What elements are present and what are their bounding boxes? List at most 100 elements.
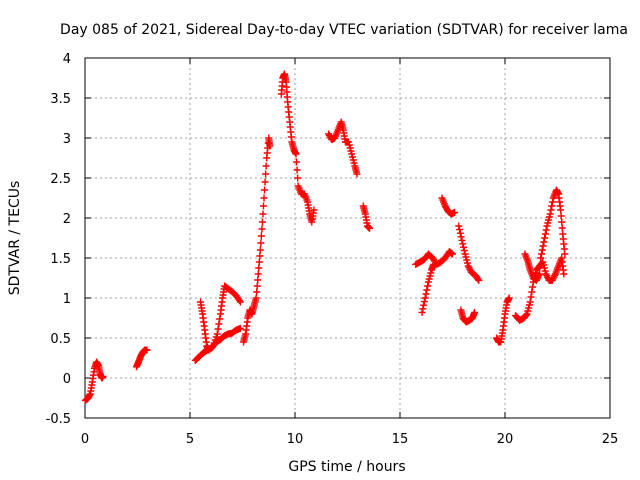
x-tick-label: 10 xyxy=(287,432,304,447)
data-point-marker xyxy=(522,311,530,319)
data-point-marker xyxy=(214,325,222,333)
data-point-marker xyxy=(560,270,568,278)
data-point-marker xyxy=(456,226,464,234)
plot-border xyxy=(84,57,611,419)
y-tick-label: 3.5 xyxy=(50,92,71,107)
data-point-marker xyxy=(474,275,482,283)
data-point-marker xyxy=(537,250,545,258)
data-point-marker xyxy=(260,202,267,210)
data-point-marker xyxy=(558,218,566,226)
data-point-marker xyxy=(262,170,270,178)
data-point-marker xyxy=(266,142,274,150)
data-point-marker xyxy=(538,246,546,254)
y-tick-label: 3 xyxy=(63,132,71,147)
data-point-marker xyxy=(528,288,536,296)
data-point-marker xyxy=(293,158,301,166)
data-point-marker xyxy=(541,230,549,238)
data-point-marker xyxy=(455,222,463,230)
y-tick-label: -0.5 xyxy=(46,412,71,427)
y-tick-label: 0.5 xyxy=(50,332,71,347)
y-tick-label: 1 xyxy=(63,292,71,307)
data-point-marker xyxy=(557,212,565,220)
data-point-marker xyxy=(261,186,269,194)
data-point-marker xyxy=(546,210,554,218)
data-point-marker xyxy=(541,234,549,242)
data-point-marker xyxy=(292,150,300,158)
data-point-marker xyxy=(293,166,301,174)
data-point-marker xyxy=(527,293,535,301)
data-point-marker xyxy=(253,282,261,290)
grid-lines xyxy=(85,58,610,418)
y-tick-label: 0 xyxy=(63,372,71,387)
data-point-marker xyxy=(420,298,428,306)
data-points xyxy=(81,70,569,404)
data-point-marker xyxy=(208,343,216,351)
data-point-marker xyxy=(256,246,264,254)
data-point-marker xyxy=(542,226,550,234)
data-point-marker xyxy=(471,308,479,316)
data-point-marker xyxy=(256,252,264,260)
data-point-marker xyxy=(423,286,431,294)
data-point-marker xyxy=(257,239,265,247)
data-point-marker xyxy=(557,206,565,214)
data-point-marker xyxy=(236,298,244,306)
data-point-marker xyxy=(457,233,465,241)
data-point-marker xyxy=(255,258,263,266)
x-tick-label: 0 xyxy=(81,432,89,447)
data-point-marker xyxy=(422,290,430,298)
data-point-marker xyxy=(533,276,540,284)
data-point-marker xyxy=(466,265,474,273)
data-point-marker xyxy=(310,206,318,214)
data-point-marker xyxy=(419,305,427,313)
data-point-marker xyxy=(421,294,429,302)
data-point-marker xyxy=(459,240,467,248)
data-point-marker xyxy=(235,296,243,304)
data-point-marker xyxy=(539,242,547,250)
data-point-marker xyxy=(550,273,558,281)
data-point-marker xyxy=(258,218,266,226)
data-point-marker xyxy=(353,170,361,178)
data-point-marker xyxy=(261,178,269,186)
data-point-marker xyxy=(542,270,550,278)
data-point-marker xyxy=(561,250,569,258)
x-tick-label: 15 xyxy=(392,432,409,447)
data-point-marker xyxy=(460,247,468,255)
data-point-marker xyxy=(216,315,224,323)
data-point-marker xyxy=(294,174,302,182)
data-point-marker xyxy=(465,264,473,272)
data-point-marker xyxy=(548,276,556,284)
data-point-marker xyxy=(449,250,456,258)
data-point-marker xyxy=(549,198,557,206)
data-point-marker xyxy=(215,320,223,328)
data-point-marker xyxy=(547,206,555,214)
y-tick-label: 4 xyxy=(63,52,71,67)
data-point-marker xyxy=(505,294,513,302)
data-point-marker xyxy=(418,308,426,316)
data-point-marker xyxy=(143,346,151,354)
data-point-marker xyxy=(258,225,266,233)
data-point-marker xyxy=(533,275,541,283)
x-tick-labels: 0 5 10 15 20 25 xyxy=(81,432,618,447)
data-point-marker xyxy=(529,283,537,291)
data-point-marker xyxy=(558,224,566,232)
x-tick-label: 20 xyxy=(497,432,514,447)
data-point-marker xyxy=(430,260,438,268)
data-point-marker xyxy=(254,276,262,284)
data-point-marker xyxy=(262,162,270,170)
data-point-marker xyxy=(260,194,268,202)
y-tick-label: 2 xyxy=(63,212,71,227)
x-tick-label: 5 xyxy=(186,432,194,447)
data-point-marker xyxy=(255,264,263,272)
data-point-marker xyxy=(254,270,262,278)
data-point-marker xyxy=(537,254,545,262)
data-point-marker xyxy=(213,330,221,338)
data-point-marker xyxy=(534,273,542,281)
data-point-marker xyxy=(456,229,464,237)
data-point-marker xyxy=(420,301,428,309)
y-tick-label: 1.5 xyxy=(50,252,71,267)
data-point-marker xyxy=(543,272,551,280)
data-point-marker xyxy=(548,202,556,210)
y-axis-label: SDTVAR / TECUs xyxy=(7,181,23,296)
data-point-marker xyxy=(99,372,107,380)
data-point-marker xyxy=(451,208,459,216)
